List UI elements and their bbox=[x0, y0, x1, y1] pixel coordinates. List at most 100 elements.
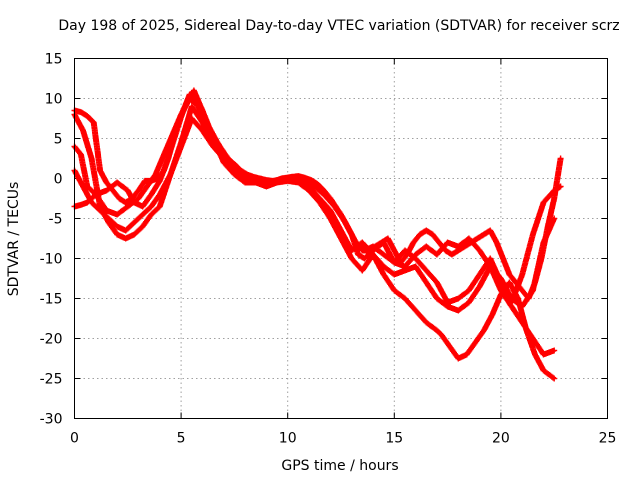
data-point bbox=[425, 269, 428, 272]
data-point bbox=[403, 249, 407, 252]
data-point bbox=[382, 265, 385, 268]
data-point bbox=[137, 189, 140, 192]
data-point bbox=[482, 233, 486, 236]
data-point bbox=[465, 353, 468, 356]
data-point bbox=[233, 162, 236, 166]
data-point bbox=[412, 241, 415, 244]
data-point bbox=[192, 89, 196, 92]
data-point bbox=[499, 293, 503, 296]
data-point bbox=[559, 185, 562, 188]
data-point bbox=[403, 297, 407, 300]
data-point bbox=[457, 309, 460, 312]
data-point bbox=[382, 273, 385, 276]
data-point bbox=[350, 257, 353, 260]
data-point bbox=[154, 173, 157, 176]
data-point bbox=[425, 321, 428, 324]
data-point bbox=[495, 241, 498, 244]
data-point bbox=[435, 297, 439, 300]
data-point bbox=[162, 169, 166, 172]
data-point bbox=[158, 205, 161, 208]
data-point bbox=[303, 176, 306, 179]
data-point bbox=[318, 201, 321, 204]
data-point bbox=[115, 213, 119, 216]
data-point bbox=[243, 181, 247, 184]
data-point bbox=[450, 253, 454, 256]
data-point bbox=[425, 281, 428, 284]
data-point bbox=[482, 329, 486, 332]
data-point bbox=[393, 249, 396, 252]
data-point bbox=[373, 245, 377, 248]
y-tick-label: -5 bbox=[49, 212, 63, 228]
data-point bbox=[371, 253, 375, 256]
data-point bbox=[201, 129, 204, 132]
data-point bbox=[105, 189, 108, 192]
data-point bbox=[414, 265, 417, 268]
data-point bbox=[132, 233, 136, 236]
data-point bbox=[105, 209, 108, 212]
data-point bbox=[111, 189, 115, 192]
data-point bbox=[489, 257, 492, 260]
data-point bbox=[126, 189, 129, 192]
data-point bbox=[361, 269, 364, 272]
data-point bbox=[354, 241, 358, 244]
data-point bbox=[207, 125, 211, 128]
data-point bbox=[329, 209, 332, 212]
data-point bbox=[446, 241, 449, 244]
data-point bbox=[431, 233, 434, 236]
x-tick-label: 25 bbox=[599, 431, 617, 447]
data-point bbox=[211, 141, 215, 144]
data-point bbox=[356, 253, 360, 256]
data-point bbox=[179, 141, 183, 144]
data-point bbox=[448, 345, 451, 348]
data-point bbox=[467, 301, 471, 304]
y-tick-label: -10 bbox=[40, 252, 63, 268]
data-point bbox=[98, 205, 102, 208]
data-point bbox=[92, 121, 95, 124]
y-tick-label: -20 bbox=[40, 332, 63, 348]
data-point bbox=[141, 213, 144, 216]
data-point bbox=[297, 174, 300, 178]
data-series bbox=[71, 91, 564, 302]
data-point bbox=[309, 178, 313, 182]
data-point bbox=[143, 179, 147, 183]
data-point bbox=[277, 178, 281, 182]
data-point bbox=[86, 201, 89, 204]
data-point bbox=[521, 289, 524, 292]
data-point bbox=[124, 237, 127, 240]
data-point bbox=[546, 225, 550, 228]
data-point bbox=[201, 109, 204, 112]
data-series bbox=[71, 103, 558, 382]
plot-frame bbox=[74, 58, 608, 419]
data-point bbox=[516, 297, 520, 300]
data-point bbox=[553, 377, 556, 380]
data-point bbox=[150, 193, 153, 196]
data-point bbox=[190, 105, 193, 108]
data-point bbox=[115, 233, 119, 236]
chart-title: Day 198 of 2025, Sidereal Day-to-day VTE… bbox=[58, 18, 619, 34]
data-point bbox=[533, 353, 537, 356]
data-point bbox=[156, 177, 159, 180]
data-point bbox=[90, 157, 93, 160]
data-point bbox=[553, 217, 556, 220]
data-point bbox=[437, 241, 441, 244]
data-point bbox=[141, 225, 144, 228]
data-marker-path bbox=[71, 103, 558, 382]
data-point bbox=[521, 273, 524, 276]
data-point bbox=[403, 269, 407, 272]
y-tick-label: -25 bbox=[40, 372, 63, 388]
data-point bbox=[533, 281, 537, 284]
data-point bbox=[252, 175, 255, 179]
y-tick-label: -15 bbox=[40, 292, 63, 308]
x-tick-label: 15 bbox=[385, 431, 403, 447]
data-point bbox=[254, 181, 257, 184]
data-point bbox=[150, 213, 153, 216]
data-point bbox=[489, 265, 492, 268]
data-point bbox=[382, 253, 385, 256]
data-point bbox=[150, 205, 153, 208]
data-point bbox=[316, 182, 319, 186]
data-point bbox=[559, 157, 562, 160]
data-point bbox=[418, 233, 422, 236]
data-point bbox=[271, 179, 274, 183]
data-point bbox=[182, 109, 185, 112]
data-point bbox=[245, 173, 249, 176]
